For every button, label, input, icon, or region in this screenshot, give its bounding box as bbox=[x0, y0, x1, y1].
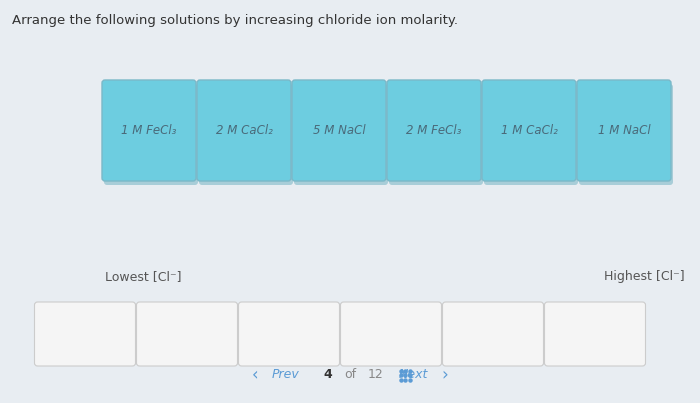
FancyBboxPatch shape bbox=[102, 80, 196, 181]
Text: ‹: ‹ bbox=[252, 366, 258, 384]
Text: Lowest [Cl⁻]: Lowest [Cl⁻] bbox=[105, 270, 181, 283]
Text: ›: › bbox=[442, 366, 449, 384]
FancyBboxPatch shape bbox=[387, 80, 481, 181]
FancyBboxPatch shape bbox=[442, 302, 543, 366]
Text: Highest [Cl⁻]: Highest [Cl⁻] bbox=[604, 270, 685, 283]
FancyBboxPatch shape bbox=[579, 84, 673, 185]
Text: 1 M CaCl₂: 1 M CaCl₂ bbox=[500, 124, 557, 137]
Text: 5 M NaCl: 5 M NaCl bbox=[313, 124, 365, 137]
FancyBboxPatch shape bbox=[389, 84, 483, 185]
Text: 2 M FeCl₃: 2 M FeCl₃ bbox=[406, 124, 462, 137]
FancyBboxPatch shape bbox=[197, 80, 291, 181]
FancyBboxPatch shape bbox=[104, 84, 198, 185]
Text: 4: 4 bbox=[323, 368, 332, 382]
FancyBboxPatch shape bbox=[340, 302, 442, 366]
Text: Arrange the following solutions by increasing chloride ion molarity.: Arrange the following solutions by incre… bbox=[12, 14, 458, 27]
FancyBboxPatch shape bbox=[577, 80, 671, 181]
Text: 12: 12 bbox=[368, 368, 384, 382]
Text: Next: Next bbox=[398, 368, 428, 382]
FancyBboxPatch shape bbox=[545, 302, 645, 366]
FancyBboxPatch shape bbox=[239, 302, 340, 366]
Text: 2 M CaCl₂: 2 M CaCl₂ bbox=[216, 124, 272, 137]
FancyBboxPatch shape bbox=[34, 302, 136, 366]
Text: Prev: Prev bbox=[272, 368, 300, 382]
Text: of: of bbox=[344, 368, 356, 382]
Text: 1 M FeCl₃: 1 M FeCl₃ bbox=[121, 124, 176, 137]
FancyBboxPatch shape bbox=[199, 84, 293, 185]
FancyBboxPatch shape bbox=[484, 84, 578, 185]
FancyBboxPatch shape bbox=[292, 80, 386, 181]
Text: 1 M NaCl: 1 M NaCl bbox=[598, 124, 650, 137]
FancyBboxPatch shape bbox=[482, 80, 576, 181]
FancyBboxPatch shape bbox=[136, 302, 237, 366]
FancyBboxPatch shape bbox=[294, 84, 388, 185]
